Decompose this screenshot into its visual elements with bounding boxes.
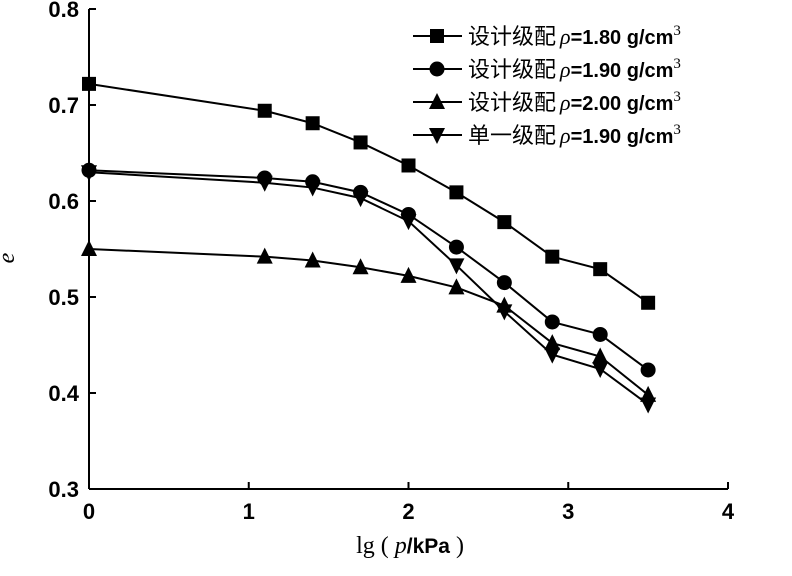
square-marker (593, 262, 608, 277)
x-tick-label: 0 (83, 499, 95, 524)
y-tick-label: 0.7 (48, 93, 79, 118)
triangle-marker (352, 258, 369, 275)
x-label-unit: /kPa (407, 535, 451, 558)
legend-item: 设计级配 ρ=1.90 g/cm3 (413, 56, 681, 82)
legend-value: =1.80 g/cm (571, 27, 674, 49)
legend-label: 设计级配 ρ=1.90 g/cm3 (468, 56, 681, 82)
square-marker (401, 158, 416, 173)
square-marker (82, 76, 96, 91)
series-square (82, 76, 656, 310)
circle-marker (544, 314, 560, 330)
circle-marker (429, 61, 445, 77)
triangle-down-marker (256, 175, 273, 192)
triangle-marker (429, 93, 445, 109)
legend-item: 设计级配 ρ=1.80 g/cm3 (413, 23, 681, 49)
series-line (88, 171, 649, 406)
triangle-marker (400, 266, 417, 283)
y-tick-label: 0.3 (48, 477, 79, 502)
series-group (81, 76, 657, 414)
circle-marker (448, 239, 464, 255)
y-tick-label: 0.4 (48, 381, 79, 406)
x-tick-label: 3 (562, 499, 574, 524)
square-marker (353, 135, 368, 150)
y-tick-label: 0.6 (48, 189, 79, 214)
triangle-marker (304, 251, 321, 268)
legend-label: 单一级配 ρ=1.90 g/cm3 (468, 122, 681, 148)
triangle-down-marker (496, 304, 513, 321)
legend-item: 设计级配 ρ=2.00 g/cm3 (413, 89, 681, 115)
y-axis-label: e (0, 252, 20, 263)
legend-label-cn: 设计级配 (468, 57, 556, 82)
triangle-marker (81, 240, 97, 256)
x-label-prefix: lg ( (356, 533, 395, 559)
series-line (88, 169, 649, 371)
x-label-var: p (393, 533, 407, 559)
y-tick-label: 0.5 (48, 285, 79, 310)
square-marker (497, 215, 512, 230)
legend-rho: ρ (559, 123, 571, 148)
series-triangle (81, 240, 657, 402)
legend-label-cn: 设计级配 (468, 90, 556, 115)
triangle-marker (448, 278, 465, 295)
series-line (88, 82, 649, 304)
series-triangle-down (81, 165, 657, 414)
circle-marker (496, 275, 512, 291)
legend-superscript: 3 (673, 23, 681, 39)
triangle-down-marker (81, 165, 97, 182)
triangle-down-marker (544, 347, 561, 364)
triangle-down-marker (400, 214, 417, 231)
legend-item: 单一级配 ρ=1.90 g/cm3 (413, 122, 681, 148)
square-marker (257, 103, 272, 118)
x-tick-label: 4 (722, 499, 735, 524)
legend-superscript: 3 (673, 89, 681, 105)
x-tick-label: 1 (243, 499, 255, 524)
triangle-down-marker (429, 128, 445, 144)
triangle-marker (256, 247, 273, 264)
legend-label-cn: 单一级配 (468, 123, 556, 148)
square-marker (449, 185, 464, 200)
x-label-suffix: ) (450, 533, 464, 559)
series-line (88, 248, 649, 396)
legend-rho: ρ (559, 24, 571, 49)
legend-superscript: 3 (673, 56, 681, 72)
triangle-down-marker (640, 397, 657, 414)
x-axis-label: lg ( p/kPa ) (356, 533, 464, 559)
square-marker (545, 249, 560, 264)
legend-label-cn: 设计级配 (468, 24, 556, 49)
triangle-down-marker (352, 191, 369, 208)
legend-rho: ρ (559, 90, 571, 115)
triangle-marker (544, 334, 561, 351)
square-marker (430, 29, 444, 43)
square-marker (305, 116, 320, 131)
circle-marker (640, 362, 656, 378)
triangle-down-marker (448, 258, 465, 275)
legend-value: =1.90 g/cm (571, 126, 674, 148)
series-circle (81, 162, 656, 378)
legend-value: =2.00 g/cm (571, 93, 674, 115)
legend-superscript: 3 (673, 122, 681, 138)
triangle-down-marker (304, 180, 321, 197)
triangle-marker (592, 347, 609, 364)
axes: 0 1 2 3 4 0.3 0.4 0.5 0.6 0.7 0.8 (48, 0, 734, 524)
legend-value: =1.90 g/cm (571, 60, 674, 82)
legend-rho: ρ (559, 57, 571, 82)
x-tick-label: 2 (402, 499, 414, 524)
legend-label: 设计级配 ρ=1.80 g/cm3 (468, 23, 681, 49)
legend-label: 设计级配 ρ=2.00 g/cm3 (468, 89, 681, 115)
triangle-down-marker (592, 362, 609, 378)
square-marker (641, 295, 656, 310)
circle-marker (592, 326, 608, 342)
y-tick-label: 0.8 (48, 0, 79, 22)
